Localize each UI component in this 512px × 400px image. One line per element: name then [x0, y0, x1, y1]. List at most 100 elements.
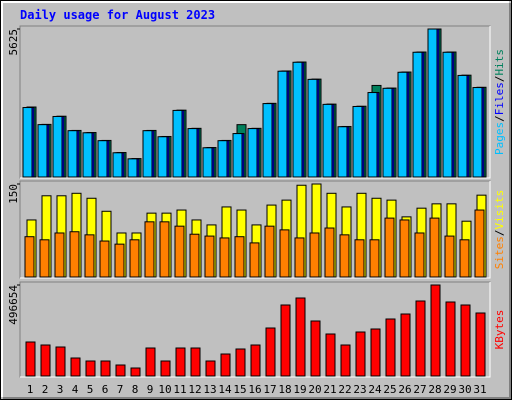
legend-label: Pages [493, 122, 506, 155]
bar [219, 237, 230, 278]
bar [82, 132, 93, 178]
bar [220, 353, 231, 377]
bar [445, 301, 456, 377]
bar [322, 103, 333, 178]
bar [249, 242, 260, 278]
legend-label: KBytes [493, 310, 506, 350]
bar [280, 304, 291, 377]
bar [85, 360, 96, 377]
bar [127, 158, 138, 178]
bar [339, 234, 350, 278]
bar [235, 348, 246, 377]
plot-bevel [20, 181, 491, 279]
bar [37, 124, 48, 178]
y-tick-label: 496654 [7, 285, 20, 325]
bar [397, 71, 408, 178]
bar [324, 227, 335, 278]
bar [232, 133, 243, 178]
bar [190, 347, 201, 377]
bar [205, 360, 216, 377]
x-tick-label: 26 [398, 383, 411, 396]
bar [309, 232, 320, 278]
series-labels: Pages/Files/Hits [493, 49, 506, 155]
x-tick-label: 15 [233, 383, 246, 396]
bar [307, 78, 318, 178]
x-tick-label: 14 [218, 383, 232, 396]
bar [340, 344, 351, 377]
x-tick-label: 11 [173, 383, 186, 396]
bar [145, 347, 156, 377]
bar [97, 140, 108, 178]
y-tick-label: 150 [7, 184, 20, 204]
legend-label: Files [493, 82, 506, 115]
legend-label: Sites [493, 236, 506, 269]
bar [112, 152, 123, 178]
separator: / [493, 230, 506, 237]
bar [84, 234, 95, 278]
bar [444, 235, 455, 278]
bar [172, 109, 183, 178]
x-tick-label: 24 [368, 383, 382, 396]
bar [429, 217, 440, 278]
bar [234, 236, 245, 278]
bar [264, 225, 275, 278]
bar [39, 239, 50, 278]
x-tick-label: 12 [188, 383, 201, 396]
x-tick-label: 25 [383, 383, 396, 396]
x-tick-label: 3 [57, 383, 64, 396]
bar [369, 239, 380, 278]
x-tick-label: 21 [323, 383, 336, 396]
bar [100, 360, 111, 377]
bar [217, 140, 228, 178]
bar [247, 128, 258, 178]
bar [294, 237, 305, 278]
bar [427, 28, 438, 178]
x-tick-label: 29 [443, 383, 456, 396]
bar [474, 209, 485, 278]
bar [159, 221, 170, 278]
bar [277, 70, 288, 178]
bar [67, 130, 78, 178]
x-tick-label: 30 [458, 383, 471, 396]
bar [157, 136, 168, 178]
bar [475, 312, 486, 377]
bar [355, 331, 366, 377]
bar [144, 221, 155, 278]
bar [370, 328, 381, 377]
chart-title: Daily usage for August 2023 [20, 8, 215, 22]
x-tick-label: 8 [132, 383, 139, 396]
series-labels: Sites/Visits [493, 190, 506, 270]
bevel-dark [3, 3, 511, 399]
bar [204, 235, 215, 278]
bar [325, 333, 336, 377]
bar [129, 239, 140, 278]
bar [310, 320, 321, 377]
plot-bevel [20, 26, 491, 179]
x-tick-label: 10 [158, 383, 171, 396]
bar [69, 231, 80, 278]
bar [175, 347, 186, 377]
bar [265, 327, 276, 377]
plot-bevel [20, 282, 491, 378]
x-tick-label: 20 [308, 383, 321, 396]
x-tick-label: 6 [102, 383, 109, 396]
separator: / [493, 76, 506, 83]
bar [442, 51, 453, 178]
x-tick-label: 27 [413, 383, 426, 396]
x-tick-label: 4 [72, 383, 79, 396]
x-tick-label: 13 [203, 383, 216, 396]
bar [279, 229, 290, 278]
legend-label: Visits [493, 190, 506, 230]
bar [160, 360, 171, 377]
x-tick-label: 19 [293, 383, 306, 396]
bar [385, 318, 396, 377]
y-tick-label: 5625 [7, 29, 20, 56]
bar [22, 107, 33, 178]
bar [399, 219, 410, 278]
bar [384, 217, 395, 278]
x-tick-label: 23 [353, 383, 366, 396]
bar [412, 51, 423, 178]
bar [367, 92, 378, 178]
bar [430, 284, 441, 377]
